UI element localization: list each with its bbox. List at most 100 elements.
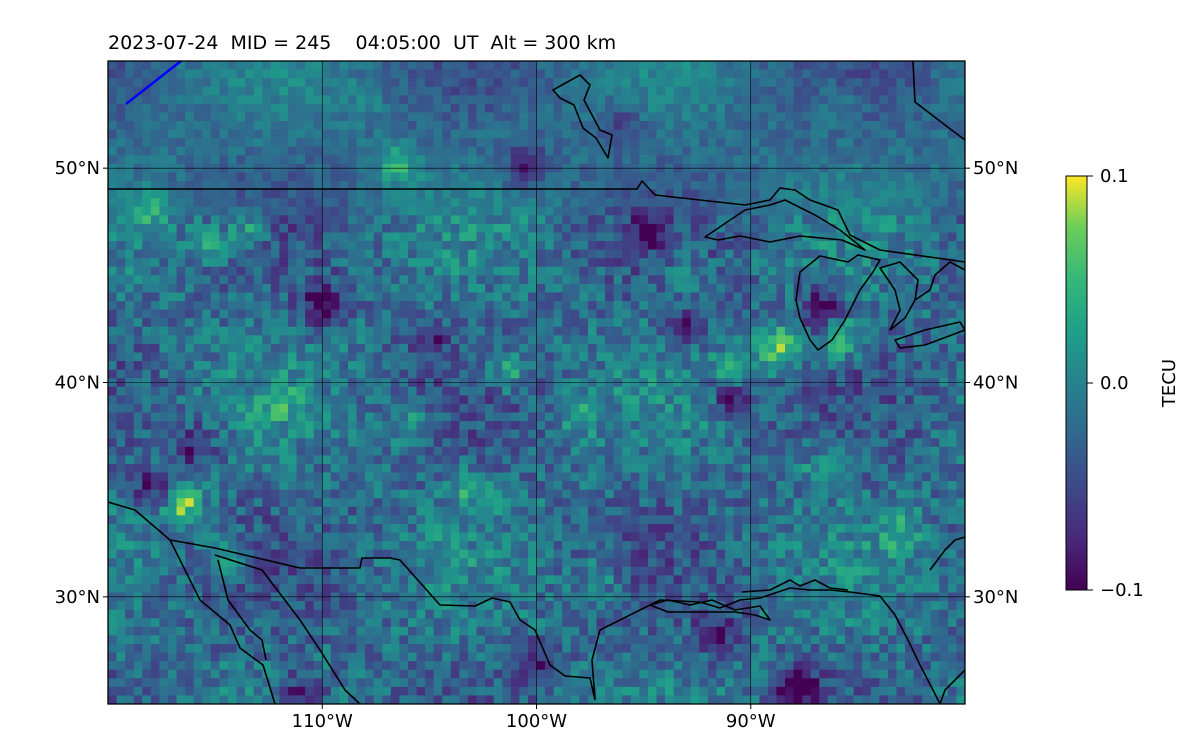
tec-cell	[947, 249, 958, 259]
tec-cell	[699, 189, 709, 199]
tec-cell	[930, 386, 940, 396]
tec-cell	[227, 155, 238, 165]
tec-cell	[553, 69, 563, 79]
tec-cell	[922, 95, 932, 105]
tec-cell	[939, 318, 949, 328]
tec-cell	[519, 275, 529, 285]
tec-cell	[570, 301, 580, 311]
tec-cell	[219, 181, 229, 191]
tec-cell	[827, 472, 838, 482]
tec-cell	[527, 455, 538, 465]
tec-cell	[956, 283, 965, 294]
tec-cell	[227, 215, 238, 225]
tec-cell	[887, 172, 898, 182]
tec-cell	[476, 309, 486, 319]
tec-cell	[142, 241, 152, 251]
tec-cell	[647, 326, 658, 336]
tec-cell	[545, 129, 555, 139]
tec-cell	[939, 326, 949, 336]
tec-cell	[536, 138, 546, 148]
tec-cell	[613, 266, 623, 276]
tec-cell	[905, 121, 915, 131]
tec-cell	[305, 86, 315, 96]
tec-cell	[159, 112, 169, 122]
tec-cell	[836, 343, 846, 354]
tec-cell	[913, 446, 923, 456]
tec-cell	[793, 421, 803, 431]
tec-cell	[836, 421, 846, 431]
tec-cell	[476, 343, 486, 354]
tec-cell	[613, 146, 623, 156]
tec-cell	[596, 78, 606, 88]
tec-cell	[262, 361, 272, 371]
tec-cell	[373, 301, 383, 311]
tec-cell	[519, 232, 529, 242]
tec-cell	[587, 121, 598, 131]
tec-cell	[690, 266, 700, 276]
tec-cell	[673, 95, 683, 105]
tec-cell	[750, 95, 760, 105]
tec-cell	[836, 181, 846, 191]
tec-cell	[287, 198, 298, 208]
tec-cell	[296, 301, 306, 311]
tec-cell	[750, 189, 760, 199]
tec-cell	[930, 403, 940, 414]
tec-cell	[450, 112, 460, 122]
tec-cell	[647, 301, 658, 311]
tec-cell	[922, 69, 932, 79]
tec-cell	[562, 403, 572, 414]
tec-cell	[116, 421, 126, 431]
tec-cell	[802, 455, 812, 465]
tec-cell	[587, 481, 598, 491]
tec-cell	[827, 189, 838, 199]
tec-cell	[227, 455, 238, 465]
tec-cell	[819, 138, 829, 148]
tec-cell	[750, 121, 760, 131]
tec-cell	[510, 129, 520, 139]
tec-cell	[879, 129, 889, 139]
tec-cell	[296, 241, 306, 251]
tec-cell	[733, 455, 743, 465]
tec-cell	[347, 129, 358, 139]
tec-cell	[622, 198, 632, 208]
tec-cell	[622, 369, 632, 379]
tec-cell	[553, 86, 563, 96]
tec-cell	[930, 446, 940, 456]
tec-cell	[108, 301, 118, 311]
tec-cell	[673, 421, 683, 431]
tec-cell	[296, 95, 306, 105]
tec-cell	[776, 266, 786, 276]
tec-cell	[913, 438, 923, 448]
tec-cell	[519, 369, 529, 379]
tec-cell	[819, 309, 829, 319]
tec-cell	[665, 241, 675, 251]
tec-cell	[519, 95, 529, 105]
tec-cell	[553, 386, 563, 396]
tec-cell	[707, 455, 718, 465]
tec-cell	[202, 146, 212, 156]
tec-cell	[425, 352, 435, 362]
tec-cell	[785, 241, 795, 251]
tec-cell	[459, 386, 469, 396]
tec-cell	[185, 292, 195, 302]
tec-cell	[647, 283, 658, 294]
tec-cell	[270, 326, 280, 336]
tec-cell	[150, 95, 161, 105]
tec-cell	[108, 112, 118, 122]
tec-cell	[262, 446, 272, 456]
tec-cell	[939, 146, 949, 156]
tec-cell	[810, 61, 820, 71]
tec-cell	[853, 112, 863, 122]
tec-cell	[210, 258, 221, 268]
tec-cell	[193, 61, 203, 71]
tec-cell	[339, 421, 349, 431]
tec-cell	[442, 481, 452, 491]
tec-cell	[750, 241, 760, 251]
tec-cell	[862, 69, 872, 79]
tec-cell	[905, 138, 915, 148]
tec-cell	[956, 206, 965, 216]
tec-cell	[202, 86, 212, 96]
tec-cell	[690, 241, 700, 251]
tec-cell	[116, 335, 126, 345]
tec-cell	[365, 481, 375, 491]
